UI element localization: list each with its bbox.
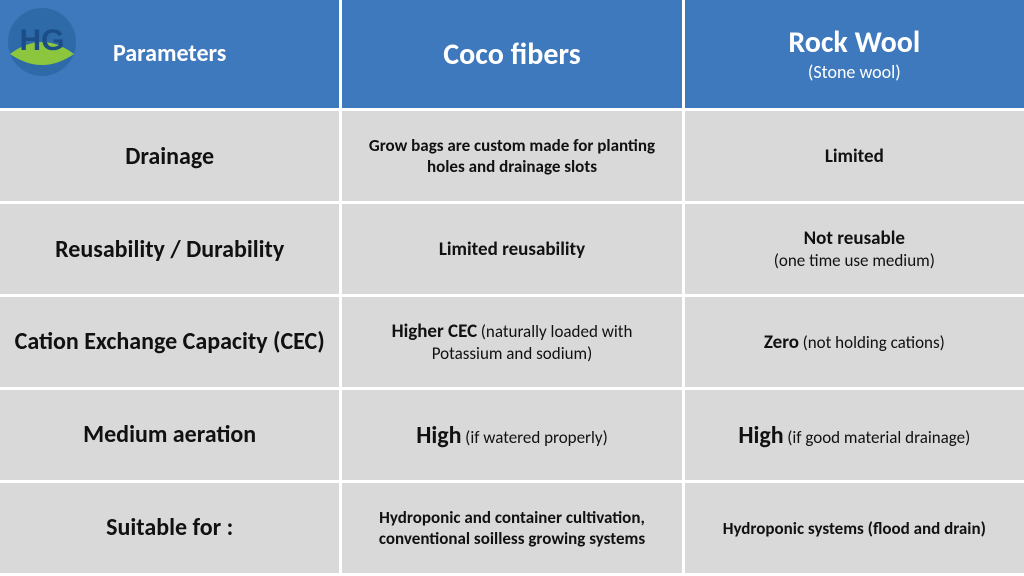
param-cell: Drainage: [0, 111, 342, 204]
coco-cell: Limited reusability: [342, 204, 684, 297]
param-label: Medium aeration: [83, 421, 256, 449]
rock-value: Not reusable: [804, 227, 905, 250]
rock-note: (if good material drainage): [787, 427, 970, 448]
header-label-coco: Coco fibers: [443, 38, 580, 71]
rock-cell: Hydroponic systems (flood and drain): [685, 483, 1024, 576]
rock-cell: High (if good material drainage): [685, 390, 1024, 483]
header-rockwool: Rock Wool (Stone wool): [685, 0, 1024, 111]
rock-value: Zero: [764, 331, 799, 354]
coco-cell: Higher CEC (naturally loaded with Potass…: [342, 297, 684, 390]
table-row: Drainage Grow bags are custom made for p…: [0, 111, 1024, 204]
param-label: Drainage: [125, 143, 214, 171]
comparison-table: HG Parameters Coco fibers Rock Wool (Sto…: [0, 0, 1024, 576]
rock-note: (one time use medium): [774, 250, 935, 271]
table-row: Reusability / Durability Limited reusabi…: [0, 204, 1024, 297]
param-cell: Reusability / Durability: [0, 204, 342, 297]
coco-note: (if watered properly): [465, 427, 608, 448]
table-row: Medium aeration High (if watered properl…: [0, 390, 1024, 483]
header-coco: Coco fibers: [342, 0, 684, 111]
param-cell: Cation Exchange Capacity (CEC): [0, 297, 342, 390]
param-label: Cation Exchange Capacity (CEC): [15, 328, 325, 356]
rock-value: Hydroponic systems (flood and drain): [723, 518, 986, 539]
header-label-parameters: Parameters: [113, 41, 226, 67]
rock-value: High: [738, 421, 783, 450]
rock-cell: Zero (not holding cations): [685, 297, 1024, 390]
rock-value: Limited: [825, 145, 884, 168]
header-sub-rockwool: (Stone wool): [808, 61, 901, 83]
param-cell: Suitable for :: [0, 483, 342, 576]
param-label: Reusability / Durability: [55, 236, 284, 264]
header-parameters: HG Parameters: [0, 0, 342, 111]
header-row: HG Parameters Coco fibers Rock Wool (Sto…: [0, 0, 1024, 111]
header-label-rockwool: Rock Wool: [788, 26, 920, 59]
rock-cell: Limited: [685, 111, 1024, 204]
coco-value: Higher CEC: [392, 320, 478, 343]
table-row: Suitable for : Hydroponic and container …: [0, 483, 1024, 576]
svg-text:HG: HG: [20, 24, 65, 57]
coco-value: High: [416, 421, 461, 450]
table-row: Cation Exchange Capacity (CEC) Higher CE…: [0, 297, 1024, 390]
coco-cell: Grow bags are custom made for planting h…: [342, 111, 684, 204]
coco-value: Limited reusability: [439, 238, 585, 261]
coco-cell: Hydroponic and container cultivation, co…: [342, 483, 684, 576]
rock-cell: Not reusable (one time use medium): [685, 204, 1024, 297]
coco-value: Hydroponic and container cultivation, co…: [356, 507, 667, 549]
coco-value: Grow bags are custom made for planting h…: [356, 135, 667, 177]
param-cell: Medium aeration: [0, 390, 342, 483]
param-label: Suitable for :: [106, 514, 233, 542]
hg-logo-icon: HG: [6, 6, 78, 78]
rock-note: (not holding cations): [803, 332, 945, 353]
coco-cell: High (if watered properly): [342, 390, 684, 483]
